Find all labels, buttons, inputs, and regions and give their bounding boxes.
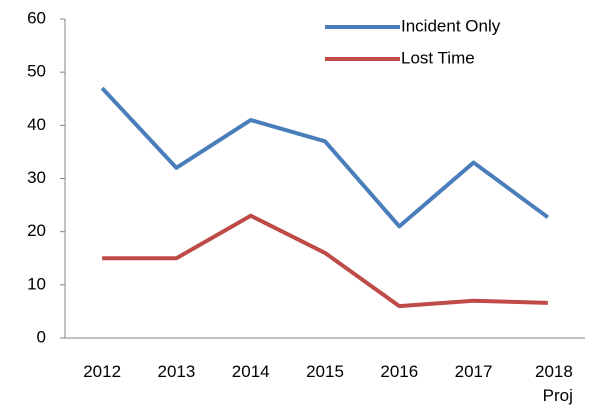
y-tick-label: 0: [37, 327, 46, 346]
legend-label: Lost Time: [401, 48, 475, 67]
legend-label: Incident Only: [401, 16, 501, 35]
y-tick-label: 30: [27, 168, 46, 187]
y-tick-label: 20: [27, 221, 46, 240]
x-tick-label: 2014: [231, 362, 270, 381]
y-tick-label: 50: [27, 62, 46, 81]
y-tick-label: 40: [27, 115, 46, 134]
series-line: [100, 86, 550, 229]
x-tick-label: 2013: [157, 362, 196, 381]
x-tick-label: 2016: [380, 362, 419, 381]
x-tick-label: 2015: [306, 362, 344, 381]
y-tick-label: 10: [27, 274, 46, 293]
x-tick-label: 2012: [83, 362, 122, 381]
y-tick-label: 60: [27, 8, 46, 27]
series-line: [102, 213, 548, 309]
x-tick-label: 2017: [454, 362, 493, 381]
x-tick-label: 2018 Proj: [535, 362, 573, 405]
